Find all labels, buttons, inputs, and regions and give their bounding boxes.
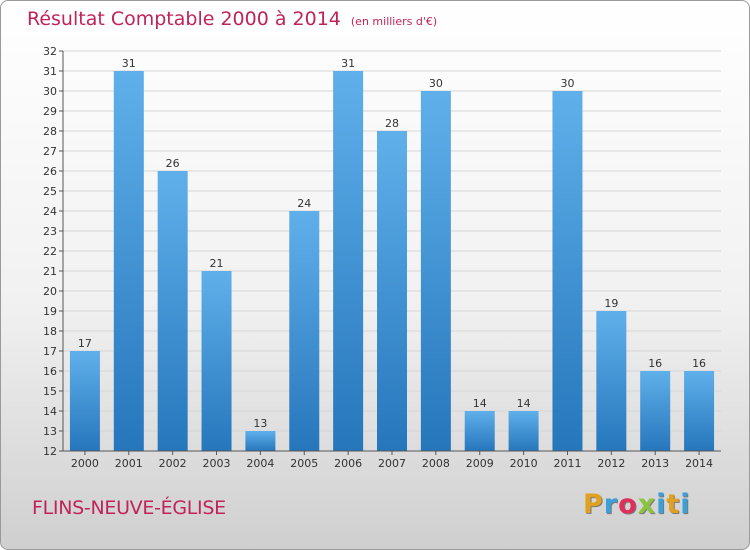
x-tick-label: 2004 bbox=[246, 457, 274, 470]
y-tick-label: 24 bbox=[43, 205, 57, 218]
logo-letter: r bbox=[603, 489, 619, 520]
y-tick-label: 14 bbox=[43, 405, 57, 418]
y-tick-label: 17 bbox=[43, 345, 57, 358]
x-tick-label: 2008 bbox=[422, 457, 450, 470]
bar-2009 bbox=[464, 411, 495, 451]
bar-2001 bbox=[113, 71, 144, 451]
x-tick-label: 2003 bbox=[203, 457, 231, 470]
data-label: 16 bbox=[648, 357, 662, 370]
x-tick-label: 2014 bbox=[685, 457, 713, 470]
data-label: 30 bbox=[560, 77, 574, 90]
title-text: Résultat Comptable 2000 à 2014 bbox=[27, 8, 341, 30]
y-tick-label: 23 bbox=[43, 225, 57, 238]
bar-2013 bbox=[640, 371, 671, 451]
bar-2004 bbox=[245, 431, 276, 451]
logo-letter: x bbox=[637, 489, 657, 520]
bar-2000 bbox=[69, 351, 100, 451]
data-label: 24 bbox=[297, 197, 311, 210]
data-label: 16 bbox=[692, 357, 706, 370]
data-label: 28 bbox=[385, 117, 399, 130]
x-tick-label: 2006 bbox=[334, 457, 362, 470]
bars: 17 31 26 21 13 24 31 28 30 14 14 30 19 16 16 bbox=[69, 57, 715, 451]
x-tick-label: 2009 bbox=[466, 457, 494, 470]
logo-letter: o bbox=[618, 489, 638, 520]
y-tick-label: 32 bbox=[43, 45, 57, 58]
x-tick-label: 2012 bbox=[597, 457, 625, 470]
data-label: 21 bbox=[210, 257, 224, 270]
y-tick-label: 15 bbox=[43, 385, 57, 398]
bar-2011 bbox=[552, 91, 583, 451]
data-label: 17 bbox=[78, 337, 92, 350]
title-unit: (en milliers d'€) bbox=[350, 15, 438, 28]
y-tick-label: 30 bbox=[43, 85, 57, 98]
y-tick-label: 13 bbox=[43, 425, 57, 438]
chart-title: Résultat Comptable 2000 à 2014 (en millie… bbox=[27, 8, 437, 30]
logo-letter: i bbox=[680, 489, 691, 520]
data-label: 31 bbox=[122, 57, 136, 70]
bar-2008 bbox=[420, 91, 451, 451]
y-tick-label: 12 bbox=[43, 445, 57, 458]
bar-2012 bbox=[596, 311, 627, 451]
logo-letter: P bbox=[583, 489, 604, 520]
y-tick-label: 20 bbox=[43, 285, 57, 298]
data-label: 13 bbox=[253, 417, 267, 430]
y-tick-label: 18 bbox=[43, 325, 57, 338]
y-tick-label: 21 bbox=[43, 265, 57, 278]
y-tick-label: 31 bbox=[43, 65, 57, 78]
bar-2002 bbox=[157, 171, 188, 451]
bar-2006 bbox=[333, 71, 364, 451]
logo-letter: i bbox=[656, 489, 667, 520]
data-label: 14 bbox=[517, 397, 531, 410]
y-tick-label: 19 bbox=[43, 305, 57, 318]
bar-2005 bbox=[289, 211, 320, 451]
bar-2014 bbox=[684, 371, 715, 451]
x-tick-label: 2010 bbox=[510, 457, 538, 470]
axes: 12 13 14 15 16 17 18 19 20 21 22 23 24 25 26 27 28 29 30 31… bbox=[43, 45, 721, 470]
x-tick-label: 2011 bbox=[553, 457, 581, 470]
bar-2003 bbox=[201, 271, 232, 451]
y-tick-label: 29 bbox=[43, 105, 57, 118]
y-tick-label: 26 bbox=[43, 165, 57, 178]
logo-letter: t bbox=[666, 489, 681, 520]
data-label: 30 bbox=[429, 77, 443, 90]
x-tick-label: 2002 bbox=[159, 457, 187, 470]
data-label: 31 bbox=[341, 57, 355, 70]
data-label: 19 bbox=[604, 297, 618, 310]
data-label: 26 bbox=[166, 157, 180, 170]
y-tick-label: 25 bbox=[43, 185, 57, 198]
y-tick-label: 28 bbox=[43, 125, 57, 138]
x-tick-label: 2000 bbox=[71, 457, 99, 470]
x-tick-label: 2007 bbox=[378, 457, 406, 470]
bar-2007 bbox=[377, 131, 407, 451]
x-tick-label: 2001 bbox=[115, 457, 143, 470]
x-tick-label: 2013 bbox=[641, 457, 669, 470]
x-tick-label: 2005 bbox=[290, 457, 318, 470]
y-tick-label: 27 bbox=[43, 145, 57, 158]
bar-2010 bbox=[508, 411, 539, 451]
y-tick-label: 16 bbox=[43, 365, 57, 378]
proxiti-logo: Proxiti bbox=[583, 489, 691, 520]
y-tick-label: 22 bbox=[43, 245, 57, 258]
place-name: FLINS-NEUVE-ÉGLISE bbox=[32, 497, 226, 519]
data-label: 14 bbox=[473, 397, 487, 410]
